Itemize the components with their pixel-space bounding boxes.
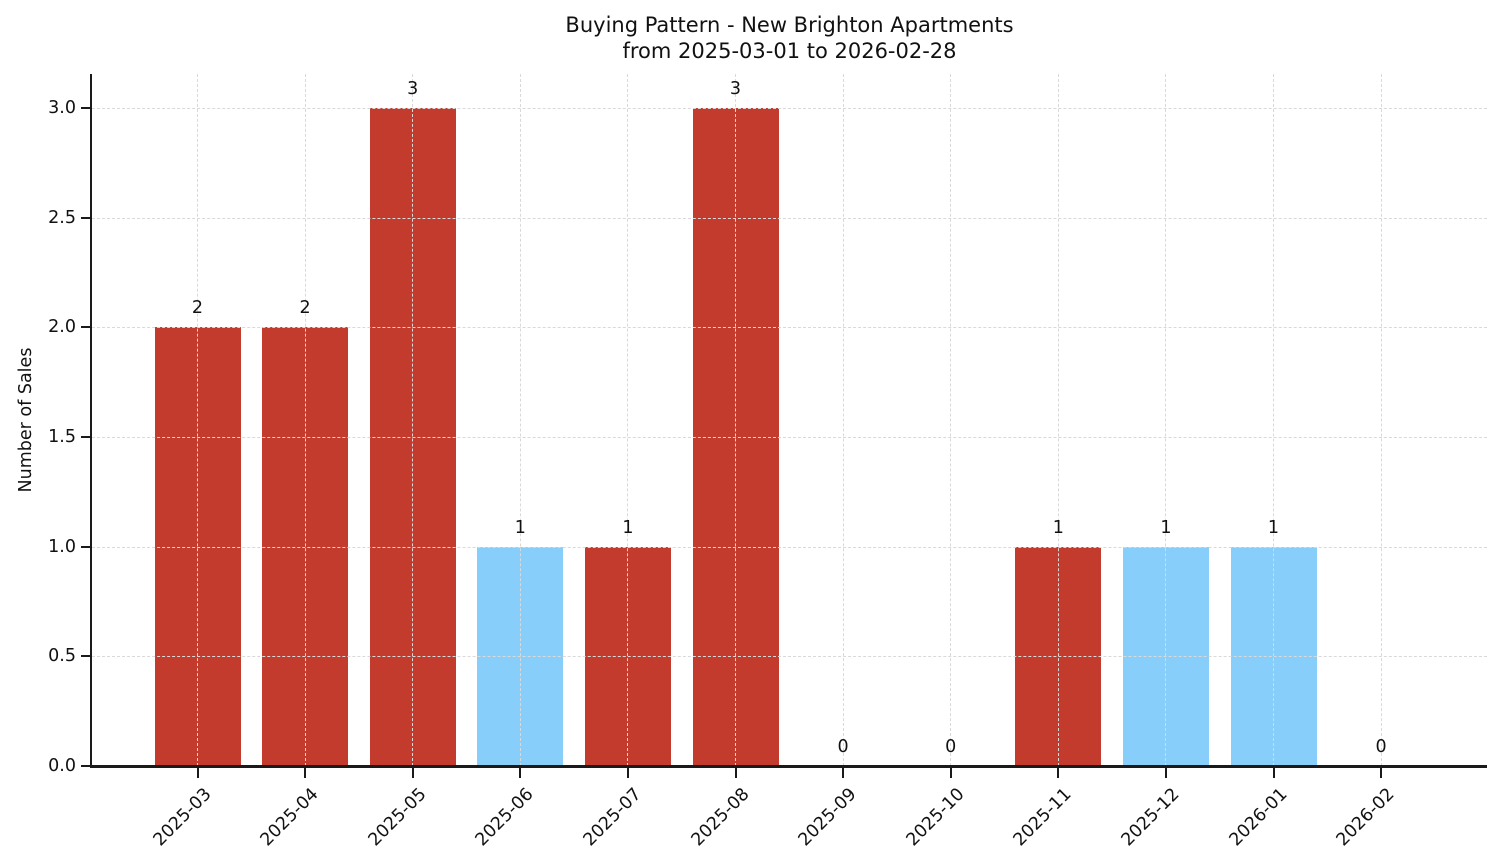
y-tick-0 [81,765,90,767]
x-tick-2026-02 [1380,767,1383,778]
bar-value-label: 1 [1267,517,1280,538]
bar-value-label: 3 [729,78,742,99]
gridline-v-2025-06 [519,74,521,766]
gridline-v-2025-08 [735,74,736,766]
y-tick-1.5 [81,435,90,438]
y-tick-2 [81,326,90,329]
gridline-v-2026-01 [1273,74,1274,766]
bar-value-label: 0 [1375,737,1387,757]
x-tick-2025-05 [411,767,414,778]
gridline-h-3 [92,107,1487,109]
gridline-v-2025-10 [950,74,952,766]
bar-value-label: 1 [1052,517,1064,538]
gridline-v-2025-07 [627,74,629,766]
y-tick-label: 2.0 [48,317,76,338]
y-tick-3 [81,106,90,109]
gridline-v-2025-04 [304,74,306,766]
gridline-h-1.5 [92,436,1487,438]
bar-value-label: 0 [837,737,849,757]
x-tick-2025-04 [304,767,307,778]
gridline-v-2025-05 [412,74,414,766]
bar-value-label: 0 [945,737,957,757]
gridline-v-2025-09 [842,74,844,766]
chart-subtitle: from 2025-03-01 to 2026-02-28 [622,39,957,63]
y-tick-1 [81,545,90,548]
y-tick-2.5 [81,216,90,219]
gridline-h-1 [92,546,1487,548]
left-spine [90,74,92,768]
y-tick-0.5 [81,655,90,658]
y-tick-label: 0.0 [48,756,76,776]
x-tick-2025-09 [842,767,845,778]
x-tick-2025-10 [949,767,952,778]
bar-value-label: 2 [299,298,311,319]
bottom-spine [90,765,1487,768]
y-tick-label: 1.5 [48,426,76,447]
x-tick-label: 2025-03 [149,784,216,851]
bar-value-label: 1 [514,517,526,538]
x-tick-2025-11 [1057,767,1060,778]
gridline-v-2025-12 [1165,74,1167,766]
y-tick-label: 3.0 [48,97,76,118]
bar-value-label: 1 [622,517,634,538]
x-tick-2025-08 [734,767,737,778]
chart-title-block: Buying Pattern - New Brighton Apartments… [92,12,1487,64]
gridline-h-0.5 [92,656,1487,658]
chart-title: Buying Pattern - New Brighton Apartments [565,13,1014,37]
gridline-v-2026-02 [1380,74,1382,766]
bar-value-label: 1 [1160,517,1172,538]
y-tick-label: 1.0 [48,536,76,557]
gridline-v-2025-11 [1057,74,1059,766]
y-tick-label: 0.5 [48,646,76,667]
x-tick-2025-03 [196,767,199,778]
gridline-h-2 [92,327,1487,329]
y-axis-label: Number of Sales [16,347,36,493]
gridline-v-2025-03 [197,74,198,766]
gridline-h-2.5 [92,217,1487,219]
bar-value-label: 3 [407,78,419,99]
x-tick-2025-12 [1164,767,1167,778]
x-tick-2025-07 [626,767,629,778]
y-tick-label: 2.5 [48,207,76,228]
bar-value-label: 2 [191,298,204,319]
x-tick-2026-01 [1272,767,1275,778]
x-tick-2025-06 [519,767,522,778]
